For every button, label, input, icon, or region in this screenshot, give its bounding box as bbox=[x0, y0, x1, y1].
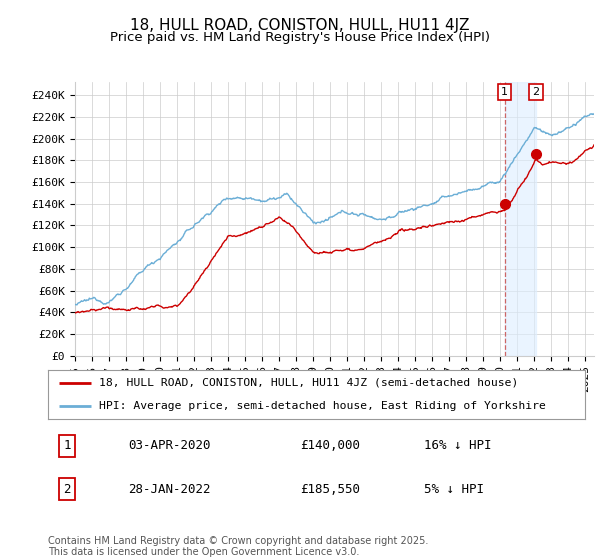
Text: 18, HULL ROAD, CONISTON, HULL, HU11 4JZ: 18, HULL ROAD, CONISTON, HULL, HU11 4JZ bbox=[130, 18, 470, 33]
Text: Price paid vs. HM Land Registry's House Price Index (HPI): Price paid vs. HM Land Registry's House … bbox=[110, 31, 490, 44]
Text: 5% ↓ HPI: 5% ↓ HPI bbox=[424, 483, 484, 496]
Text: Contains HM Land Registry data © Crown copyright and database right 2025.
This d: Contains HM Land Registry data © Crown c… bbox=[48, 535, 428, 557]
Text: 2: 2 bbox=[63, 483, 71, 496]
Text: 28-JAN-2022: 28-JAN-2022 bbox=[128, 483, 211, 496]
Text: 18, HULL ROAD, CONISTON, HULL, HU11 4JZ (semi-detached house): 18, HULL ROAD, CONISTON, HULL, HU11 4JZ … bbox=[99, 378, 518, 388]
Text: £140,000: £140,000 bbox=[301, 439, 361, 452]
Text: 1: 1 bbox=[501, 87, 508, 97]
Text: 03-APR-2020: 03-APR-2020 bbox=[128, 439, 211, 452]
Bar bbox=[505, 82, 536, 356]
Text: HPI: Average price, semi-detached house, East Riding of Yorkshire: HPI: Average price, semi-detached house,… bbox=[99, 400, 546, 410]
Text: 2: 2 bbox=[532, 87, 539, 97]
Text: 16% ↓ HPI: 16% ↓ HPI bbox=[424, 439, 491, 452]
Text: 1: 1 bbox=[63, 439, 71, 452]
Text: £185,550: £185,550 bbox=[301, 483, 361, 496]
